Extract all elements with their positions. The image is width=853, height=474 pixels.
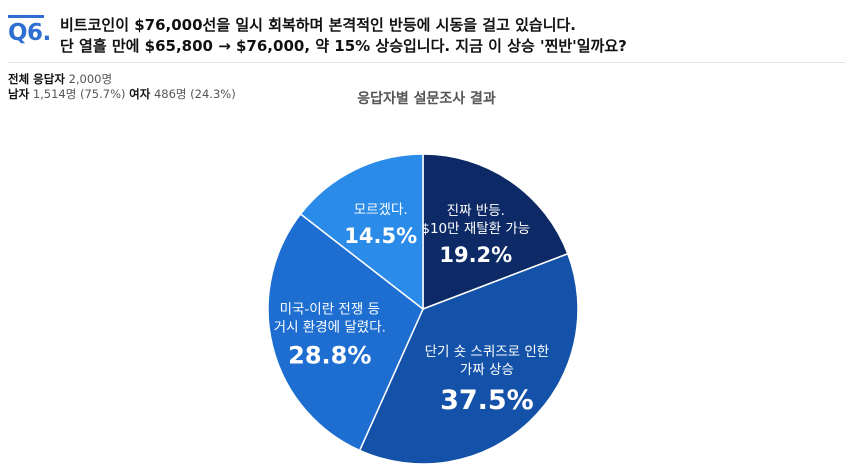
slice-3-label-line-1: 미국-이란 전쟁 등	[280, 301, 380, 317]
pie-slice-4	[299, 153, 424, 311]
header-divider	[8, 62, 845, 63]
pie-slice-3	[267, 212, 424, 452]
gender-breakdown: 남자 1,514명 (75.7%) 여자 486명 (24.3%)	[8, 87, 236, 102]
slice-3-value-label: 28.8%	[288, 341, 371, 369]
question-number-underline	[8, 15, 44, 18]
slice-2-value-label: 37.5%	[440, 385, 534, 416]
question-line-2: 단 열흘 만에 $65,800 → $76,000, 약 15% 상승입니다. …	[60, 37, 627, 55]
pie-slice-2	[358, 252, 579, 465]
total-respondents: 전체 응답자 2,000명	[8, 72, 236, 87]
question-text: 비트코인이 $76,000선을 일시 회복하며 본격적인 반등에 시동을 걸고 …	[60, 15, 840, 57]
pie-slice-1	[422, 153, 569, 311]
slice-2-label-line-1: 단기 숏 스퀴즈로 인한	[425, 344, 550, 360]
slice-1-label-line-2: $10만 재탈환 가능	[421, 221, 530, 237]
total-value: 2,000명	[68, 72, 113, 86]
respondent-stats: 전체 응답자 2,000명 남자 1,514명 (75.7%) 여자 486명 …	[8, 72, 236, 102]
male-value: 1,514명 (75.7%)	[32, 87, 126, 101]
slice-1-value-label: 19.2%	[439, 243, 512, 267]
question-line-1: 비트코인이 $76,000선을 일시 회복하며 본격적인 반등에 시동을 걸고 …	[60, 16, 576, 34]
chart-title: 응답자별 설문조사 결과	[357, 91, 496, 107]
male-label: 남자	[8, 87, 30, 101]
total-label: 전체 응답자	[8, 72, 65, 86]
female-value: 486명 (24.3%)	[153, 87, 236, 101]
slice-2-label-line-2: 가짜 상승	[460, 362, 514, 378]
slice-1-label-line-1: 진짜 반등.	[447, 203, 505, 219]
female-label: 여자	[129, 87, 151, 101]
slice-4-value-label: 14.5%	[344, 224, 417, 248]
question-number: Q6.	[8, 20, 51, 46]
slice-3-label-line-2: 거시 환경에 달렸다.	[274, 319, 386, 335]
slice-4-label-line-1: 모르겠다.	[354, 202, 408, 218]
